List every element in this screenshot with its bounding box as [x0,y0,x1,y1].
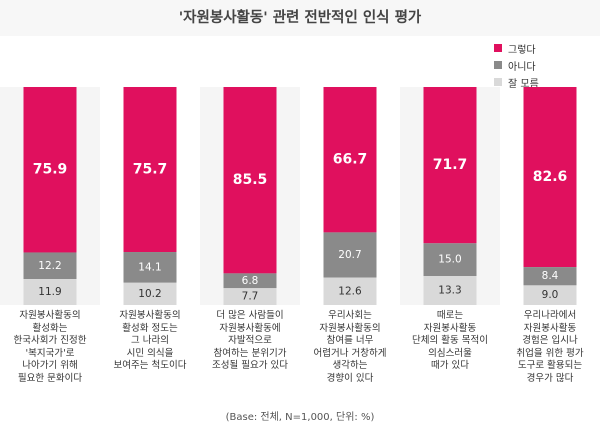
category-label-line: 자원봉사활동에 [219,322,281,334]
segment-yes [523,87,577,268]
data-label-yes: 82.6 [533,169,568,185]
category-label-line: 생각하는 [332,360,368,371]
category-label-line: 경우가 많다 [526,372,574,384]
segment-unknown [323,277,377,305]
legend-swatch-no [494,61,502,69]
category-label-line: 어렵거나 거창하게 [313,347,387,359]
category-label-line: 경험은 입시나 [522,335,578,346]
category-label-line: 활성화 정도는 [122,322,178,334]
title-band [0,0,600,36]
category-label: 자원봉사활동의 활성화 정도는 그 나라의 시민 의식을 보여주는 척도이다 [102,310,198,373]
data-label-unknown: 12.6 [338,285,362,297]
legend-item-no: 아니다 [494,57,539,73]
segment-unknown [23,279,77,305]
data-label-no: 14.1 [138,261,161,273]
category-label-line: 활성화는 [32,322,68,334]
category-label-line: 자원봉사활동의 [319,322,381,334]
category-label-line: 참여를 너무 [326,335,374,346]
category-label: 자원봉사활동의 활성화는 한국사회가 진정한 '복지국가'로 나아가기 위해 필요한 문화… [2,310,98,385]
segment-no [523,267,577,286]
category-label-line: 의심스러울 [428,347,472,359]
category-label-line: 도구로 활용되는 [517,360,583,371]
category-label-line: 우리나라에서 [523,310,577,321]
category-label-line: 자원봉사활동의 [119,310,181,321]
category-label-line: 때로는 [436,310,464,321]
category-label-line: 나아가기 위해 [22,360,78,371]
category-label-line: 조성될 필요가 있다 [212,360,288,371]
category-label-line: 자발적으로 [228,335,272,346]
category-label-line: 취업을 위한 평가 [516,347,584,359]
category-label-line: 시민 의식을 [126,347,174,359]
segment-no [323,232,377,278]
legend-swatch-yes [494,44,502,52]
legend-label-yes: 그렇다 [508,44,536,56]
chart-title: '자원봉사활동' 관련 전반적인 인식 평가 [178,10,422,26]
category-label: 때로는 자원봉사활동 단체의 활동 목적이 의심스러울 때가 있다 [402,310,498,373]
category-label: 우리나라에서 자원봉사활동 경험은 입시나 취업을 위한 평가 도구로 활용되는 경우가 … [502,310,598,385]
category-label-line: 필요한 문화이다 [17,372,83,384]
category-label-line: 자원봉사활동 [523,322,577,334]
legend-item-unknown: 잘 모름 [494,74,539,90]
data-label-unknown: 7.7 [242,291,259,303]
legend-swatch-unknown [494,78,502,86]
segment-no [423,243,477,277]
segment-yes [223,87,277,274]
data-label-unknown: 11.9 [38,286,61,298]
segment-unknown [223,288,277,305]
segment-unknown [423,276,477,305]
data-label-yes: 75.7 [133,162,168,178]
data-label-yes: 71.7 [433,157,468,173]
data-label-no: 20.7 [338,249,361,261]
legend-label-no: 아니다 [508,61,536,73]
category-label-line: 보여주는 척도이다 [113,360,187,371]
segment-unknown [523,285,577,305]
category-label-line: 자원봉사활동 [423,322,477,334]
segment-yes [123,87,177,253]
legend-item-yes: 그렇다 [494,40,539,56]
chart-legend: 그렇다 아니다 잘 모름 [494,40,539,91]
category-label-line: 더 많은 사람들이 [216,310,284,321]
segment-no [23,252,77,280]
data-label-yes: 66.7 [333,152,368,168]
data-label-no: 6.8 [242,275,259,287]
category-label-line: 경향이 있다 [326,372,374,384]
segment-yes [23,87,77,253]
category-label-line: 그 나라의 [131,335,169,346]
data-label-yes: 85.5 [233,172,268,188]
data-label-no: 12.2 [38,260,61,272]
base-note: (Base: 전체, N=1,000, 단위: %) [225,412,375,423]
category-label-line: 때가 있다 [431,360,469,371]
data-label-yes: 75.9 [33,162,68,178]
category-label: 더 많은 사람들이 자원봉사활동에 자발적으로 참여하는 분위기가 조성될 필요가 있다 [202,310,298,373]
category-label-line: 단체의 활동 목적이 [412,335,488,346]
segment-unknown [123,282,177,305]
legend-label-unknown: 잘 모름 [508,78,539,90]
category-label-line: 우리사회는 [328,310,372,321]
segment-no [123,252,177,283]
data-label-unknown: 10.2 [138,288,161,300]
category-label-line: 자원봉사활동의 [19,310,81,321]
data-label-unknown: 13.3 [438,285,461,297]
category-label-line: '복지국가'로 [25,347,75,359]
segment-no [223,273,277,289]
data-label-unknown: 9.0 [542,289,559,301]
data-label-no: 15.0 [438,254,461,266]
category-label-line: 한국사회가 진정한 [13,335,87,346]
category-label: 우리사회는 자원봉사활동의 참여를 너무 어렵거나 거창하게 생각하는 경향이 있다 [302,310,398,385]
segment-yes [423,87,477,244]
category-label-line: 참여하는 분위기가 [213,347,287,359]
data-label-no: 8.4 [542,270,559,282]
segment-yes [323,87,377,233]
